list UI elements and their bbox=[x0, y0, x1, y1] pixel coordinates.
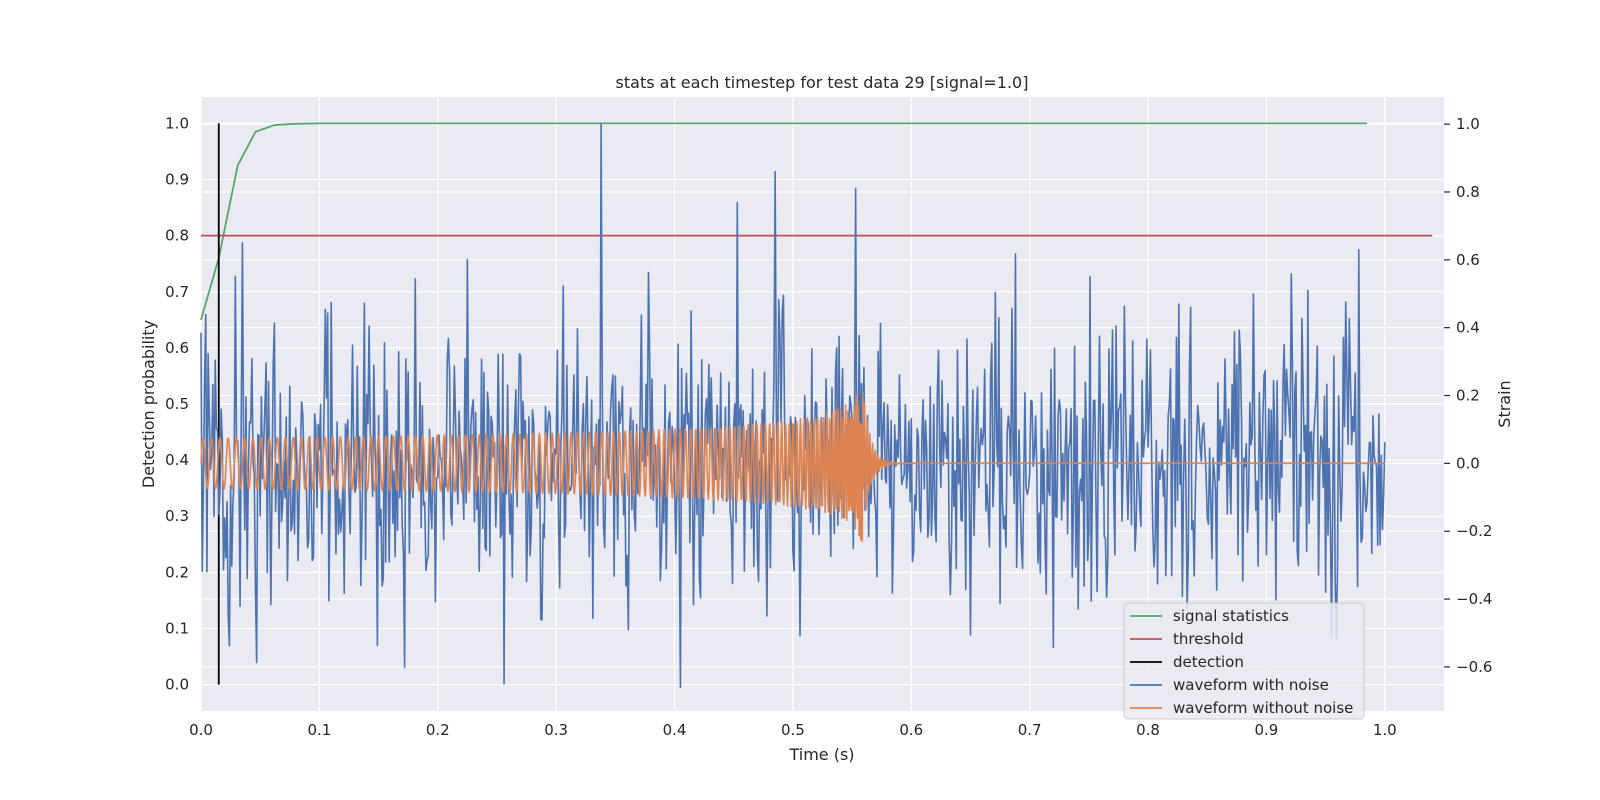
y-tick-label-left: 0.2 bbox=[165, 563, 189, 581]
y-axis-right-label: Strain bbox=[1495, 380, 1514, 427]
y-tick-label-right: −0.2 bbox=[1456, 522, 1492, 540]
series-layer bbox=[200, 122, 1433, 689]
series-line-waveform-without-noise bbox=[200, 391, 1386, 543]
y-tick-label-left: 0.4 bbox=[165, 451, 189, 469]
legend-label-signal-statistics: signal statistics bbox=[1173, 607, 1289, 625]
y-tick-label-left: 0.3 bbox=[165, 507, 189, 525]
x-tick-label: 0.7 bbox=[1018, 721, 1042, 739]
x-tick-label: 0.8 bbox=[1136, 721, 1160, 739]
x-tick-label: 0.5 bbox=[781, 721, 805, 739]
x-tick-label: 0.9 bbox=[1254, 721, 1278, 739]
y-tick-label-left: 0.6 bbox=[165, 339, 189, 357]
y-tick-label-right: 1.0 bbox=[1456, 115, 1480, 133]
legend: signal statistics threshold detection wa… bbox=[1123, 602, 1365, 720]
tick-layer: 0.0 0.1 0.2 0.3 0.4 0.5 0.6 0.7 0.8 0.9 1.0 0.0 0.1 0… bbox=[165, 114, 1492, 739]
legend-label-waveform-without-noise: waveform without noise bbox=[1173, 699, 1353, 717]
x-tick-label: 0.6 bbox=[899, 721, 923, 739]
y-tick-label-right: 0.4 bbox=[1456, 319, 1480, 337]
x-tick-label: 0.3 bbox=[544, 721, 568, 739]
y-axis-left-label: Detection probability bbox=[139, 320, 158, 488]
x-tick-label: 0.0 bbox=[189, 721, 213, 739]
y-tick-label-left: 0.1 bbox=[165, 619, 189, 637]
series-line-waveform-with-noise bbox=[200, 123, 1386, 689]
x-axis-label: Time (s) bbox=[788, 745, 854, 764]
y-tick-label-right: −0.4 bbox=[1456, 590, 1492, 608]
legend-box bbox=[1123, 602, 1365, 720]
legend-label-waveform-with-noise: waveform with noise bbox=[1173, 676, 1329, 694]
y-tick-label-right: 0.0 bbox=[1456, 454, 1480, 472]
y-tick-label-left: 0.5 bbox=[165, 395, 189, 413]
y-tick-label-right: 0.8 bbox=[1456, 183, 1480, 201]
y-tick-label-right: −0.6 bbox=[1456, 658, 1492, 676]
x-tick-label: 0.2 bbox=[426, 721, 450, 739]
legend-label-detection: detection bbox=[1173, 653, 1244, 671]
series-line-signal-statistics bbox=[200, 122, 1368, 321]
y-tick-label-left: 0.7 bbox=[165, 283, 189, 301]
x-tick-label: 1.0 bbox=[1373, 721, 1397, 739]
y-tick-label-left: 0.9 bbox=[165, 171, 189, 189]
y-tick-label-right: 0.2 bbox=[1456, 387, 1480, 405]
y-tick-label-left: 0.8 bbox=[165, 227, 189, 245]
y-tick-label-right: 0.6 bbox=[1456, 251, 1480, 269]
legend-label-threshold: threshold bbox=[1173, 630, 1244, 648]
y-tick-label-left: 1.0 bbox=[165, 114, 189, 132]
chart-title: stats at each timestep for test data 29 … bbox=[616, 73, 1029, 92]
y-tick-label-left: 0.0 bbox=[165, 676, 189, 694]
x-tick-label: 0.1 bbox=[307, 721, 331, 739]
x-tick-label: 0.4 bbox=[663, 721, 687, 739]
